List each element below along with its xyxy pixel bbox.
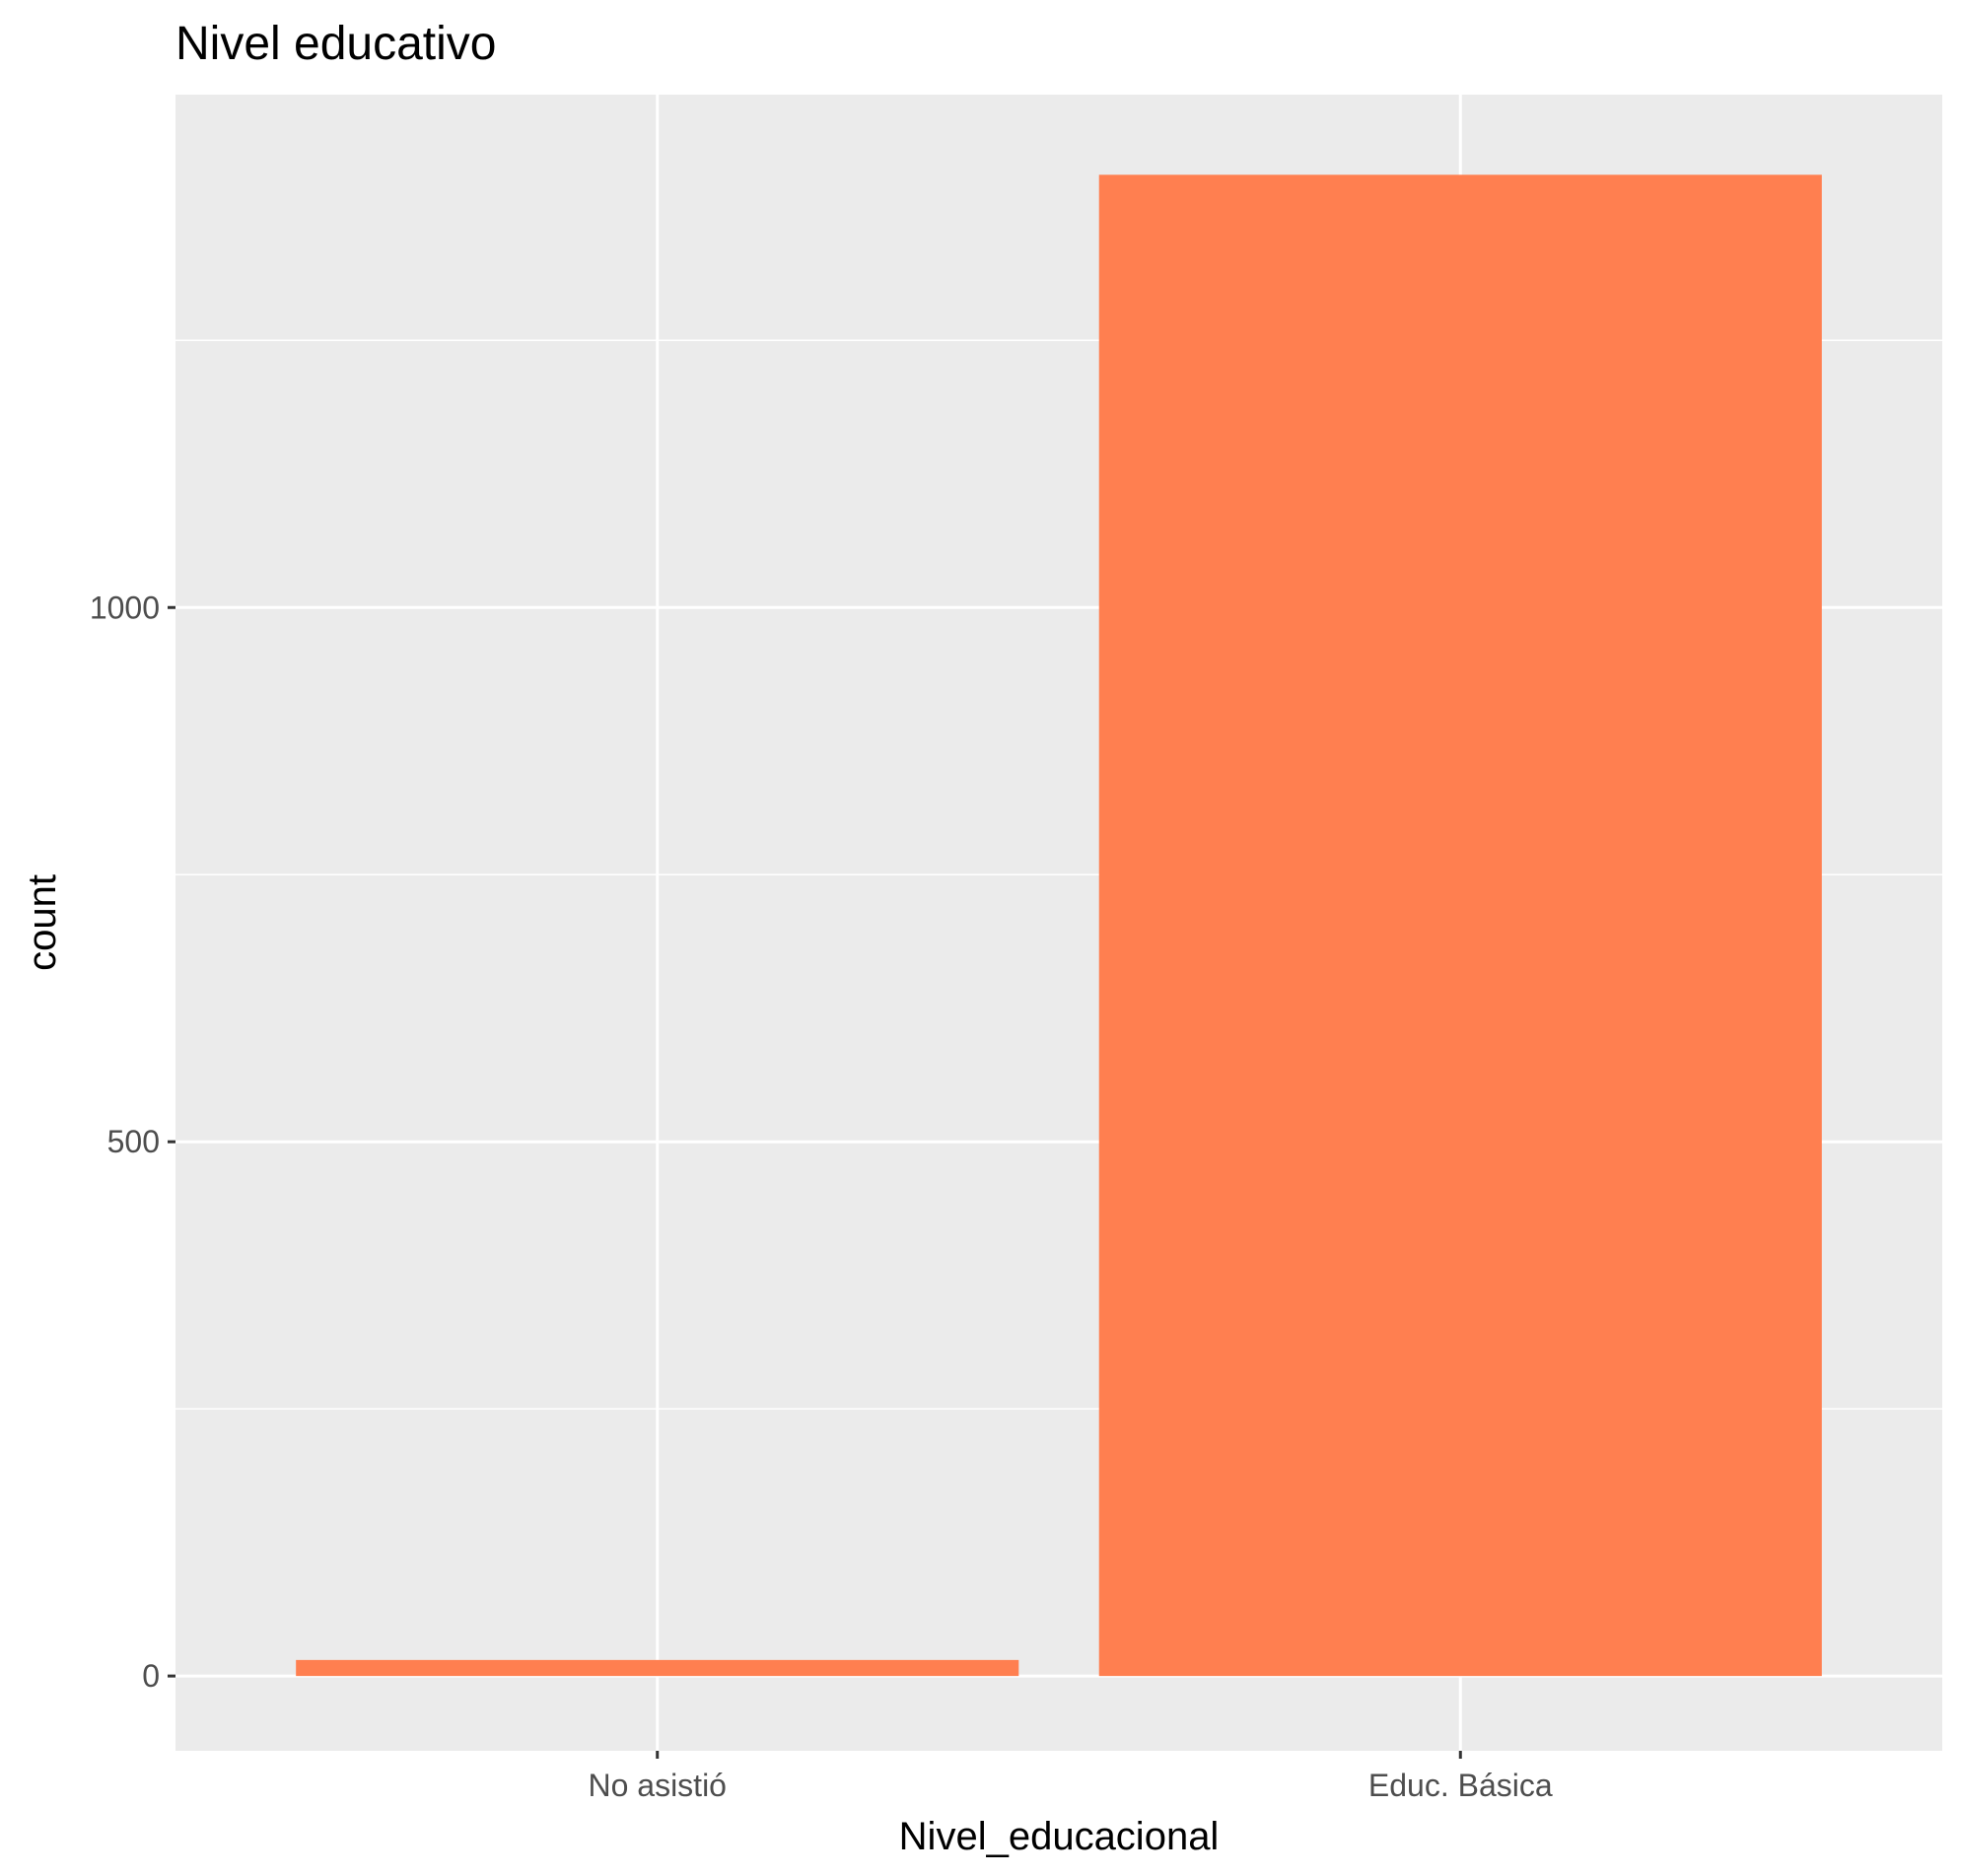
y-axis-title: count xyxy=(21,874,64,971)
y-axis-ticks: 0 500 1000 xyxy=(90,590,175,1694)
y-tick-label: 1000 xyxy=(90,590,160,625)
chart-title: Nivel educativo xyxy=(175,18,497,70)
bar xyxy=(1098,174,1822,1677)
y-tick-label: 500 xyxy=(107,1124,160,1159)
x-tick-label: Educ. Básica xyxy=(1368,1768,1553,1803)
x-axis-ticks: No asistió Educ. Básica xyxy=(588,1751,1553,1803)
bar xyxy=(296,1659,1019,1677)
bars xyxy=(296,174,1822,1677)
y-tick-label: 0 xyxy=(142,1658,160,1694)
x-tick-label: No asistió xyxy=(588,1768,727,1803)
x-axis-title: Nivel_educacional xyxy=(899,1815,1220,1858)
